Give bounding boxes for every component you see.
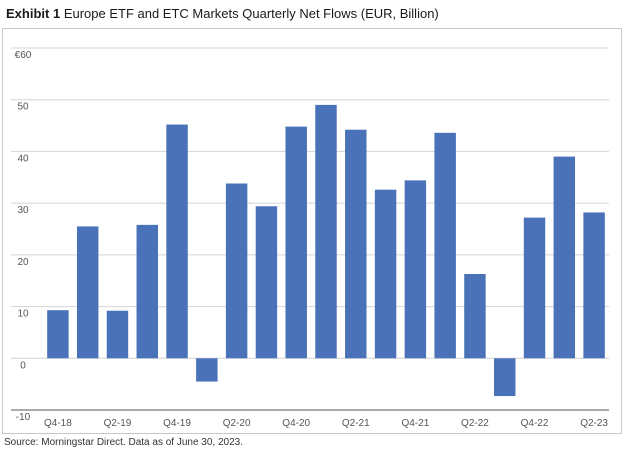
y-tick-label: 50 — [17, 102, 29, 113]
x-tick-label: Q4-20 — [282, 418, 310, 429]
y-tick-label: 40 — [17, 153, 29, 164]
bar — [494, 358, 516, 397]
chart-title: Exhibit 1 Europe ETF and ETC Markets Qua… — [6, 6, 439, 21]
source-note: Source: Morningstar Direct. Data as of J… — [4, 437, 244, 448]
bar — [553, 156, 576, 359]
bar — [47, 310, 69, 359]
bar — [345, 129, 367, 359]
y-tick-label: €60 — [15, 50, 32, 61]
bar — [315, 104, 337, 359]
bar — [583, 212, 605, 359]
x-tick-label: Q2-22 — [461, 418, 489, 429]
x-tick-label: Q4-18 — [44, 418, 72, 429]
x-tick-label: Q2-21 — [342, 418, 370, 429]
x-tick-label: Q4-22 — [521, 418, 549, 429]
y-tick-label: 10 — [17, 309, 29, 320]
bar — [225, 183, 248, 359]
bar — [166, 124, 188, 359]
bar — [434, 132, 456, 359]
bar — [404, 180, 427, 359]
bar — [285, 126, 307, 359]
bar — [76, 226, 99, 359]
exhibit-label: Exhibit 1 — [6, 6, 61, 21]
x-tick-label: Q2-19 — [104, 418, 132, 429]
bar — [106, 310, 129, 359]
y-tick-label: 30 — [17, 205, 29, 216]
x-tick-label: Q4-21 — [401, 418, 429, 429]
x-tick-label: Q2-23 — [580, 418, 608, 429]
y-tick-label: 0 — [20, 360, 26, 371]
bar-chart: -10 0 10 20 30 40 50 €60 Q4-18 Q2-19 Q4-19 Q2-20 Q4-… — [11, 47, 609, 429]
bar — [136, 224, 158, 359]
chart-frame: -10 0 10 20 30 40 50 €60 Q4-18 Q2-19 Q4-19 Q2-20 Q4-… — [2, 28, 622, 434]
y-tick-label: -10 — [16, 412, 31, 423]
bar — [374, 189, 397, 359]
bar — [255, 206, 278, 359]
x-tick-label: Q4-19 — [163, 418, 191, 429]
bar — [196, 358, 218, 382]
bar — [464, 273, 486, 359]
x-tick-label: Q2-20 — [223, 418, 251, 429]
y-tick-label: 20 — [17, 257, 29, 268]
chart-title-text: Europe ETF and ETC Markets Quarterly Net… — [63, 6, 439, 21]
bar — [523, 217, 546, 359]
